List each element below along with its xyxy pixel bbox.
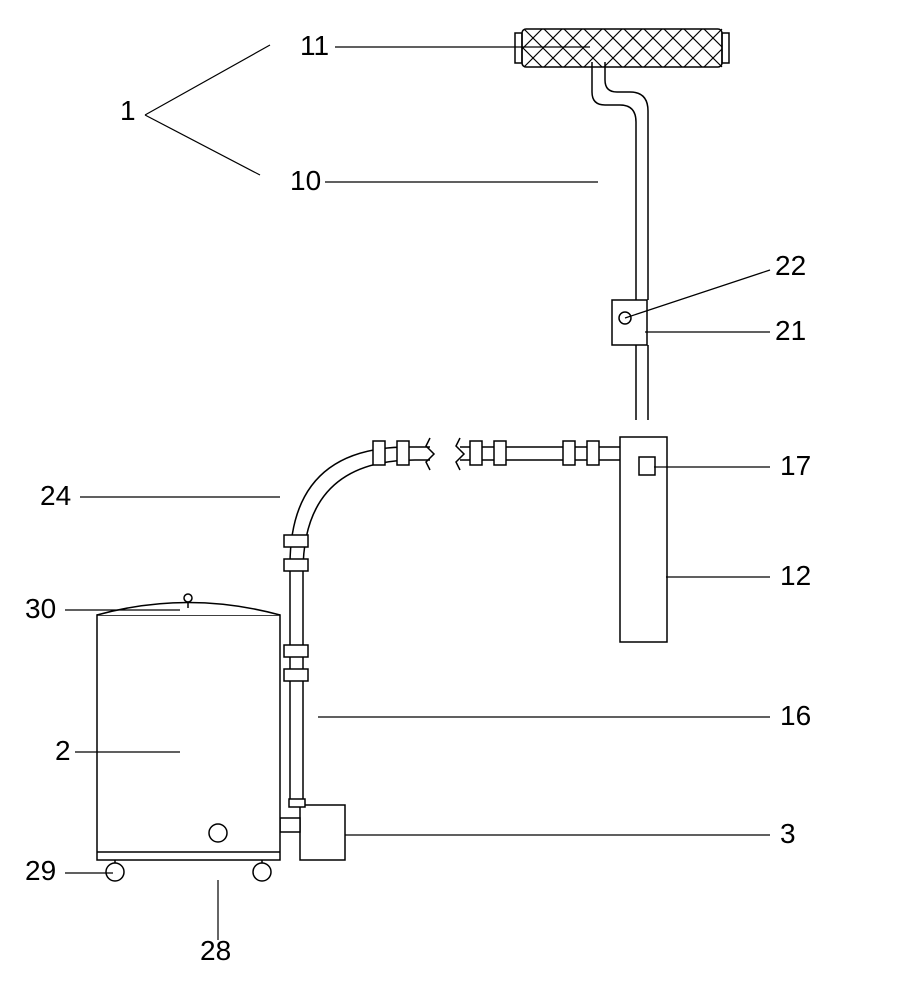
handle-arm — [592, 62, 648, 300]
label-17: 17 — [780, 450, 811, 481]
label-10: 10 — [290, 165, 321, 196]
label-12: 12 — [780, 560, 811, 591]
handle-body — [620, 437, 667, 642]
label-28: 28 — [200, 935, 231, 966]
label-1: 1 — [120, 95, 136, 126]
label-21: 21 — [775, 315, 806, 346]
label-11: 11 — [300, 30, 329, 61]
label-22: 22 — [775, 250, 806, 281]
label-2: 2 — [55, 735, 71, 766]
label-24: 24 — [40, 480, 71, 511]
tube-lower — [636, 345, 648, 420]
label-30: 30 — [25, 593, 56, 624]
roller-head — [515, 29, 729, 67]
engineering-diagram: 1111022212417123016232928 — [0, 0, 899, 1000]
label-16: 16 — [780, 700, 811, 731]
pump — [280, 799, 345, 860]
control-block — [612, 300, 647, 345]
hose — [284, 438, 620, 805]
tank — [97, 594, 280, 881]
label-29: 29 — [25, 855, 56, 886]
label-3: 3 — [780, 818, 796, 849]
